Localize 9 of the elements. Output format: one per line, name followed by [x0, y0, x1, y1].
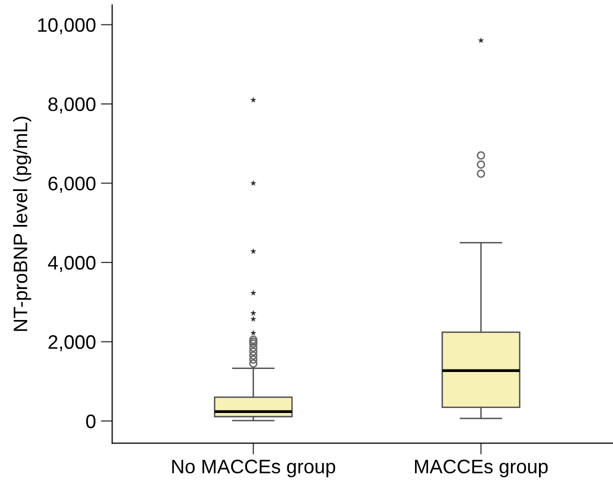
y-axis-title: NT-proBNP level (pg/mL)	[13, 116, 32, 331]
y-tick-label: 4,000	[48, 256, 96, 272]
y-tick-label: 6,000	[48, 176, 96, 193]
y-tick-label: 10,000	[38, 18, 96, 34]
x-tick-label: MACCEs group	[415, 460, 548, 478]
y-tick-label: 0	[86, 414, 96, 428]
y-tick-label: 2,000	[48, 335, 96, 352]
y-tick-label: 8,000	[48, 97, 96, 114]
x-tick-label: No MACCEs group	[172, 460, 336, 478]
